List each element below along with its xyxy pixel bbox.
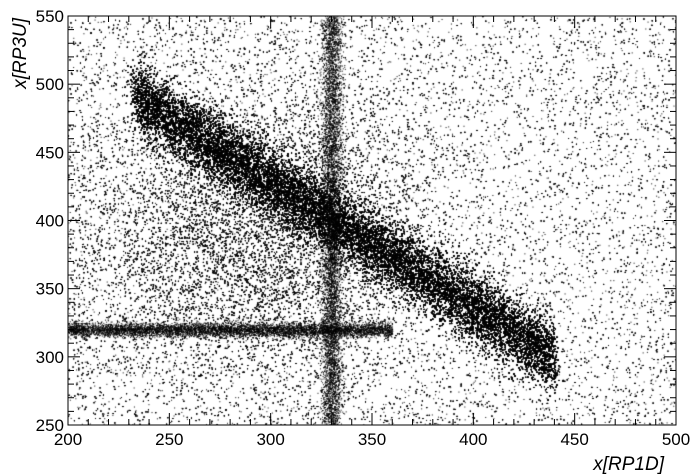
x-tick-label: 500 — [662, 430, 690, 449]
x-axis-label: x[RP1D] — [592, 454, 664, 475]
y-tick-label: 450 — [36, 143, 64, 162]
points-layer — [68, 16, 676, 425]
scatter-points — [68, 16, 676, 425]
y-axis: 250 300 350 400 450 500 550 — [36, 7, 676, 435]
x-tick-label: 200 — [54, 430, 82, 449]
y-tick-label: 350 — [36, 280, 64, 299]
x-tick-label: 300 — [256, 430, 284, 449]
y-tick-label: 250 — [36, 416, 64, 435]
y-tick-label: 500 — [36, 75, 64, 94]
y-axis-label: x[RP3U] — [10, 17, 31, 89]
y-tick-label: 550 — [36, 7, 64, 26]
x-axis: 200 250 300 350 400 450 500 — [54, 16, 690, 449]
x-tick-label: 400 — [459, 430, 487, 449]
x-tick-label: 350 — [358, 430, 386, 449]
y-tick-label: 300 — [36, 348, 64, 367]
x-tick-label: 250 — [155, 430, 183, 449]
x-tick-label: 450 — [560, 430, 588, 449]
y-tick-label: 400 — [36, 212, 64, 231]
